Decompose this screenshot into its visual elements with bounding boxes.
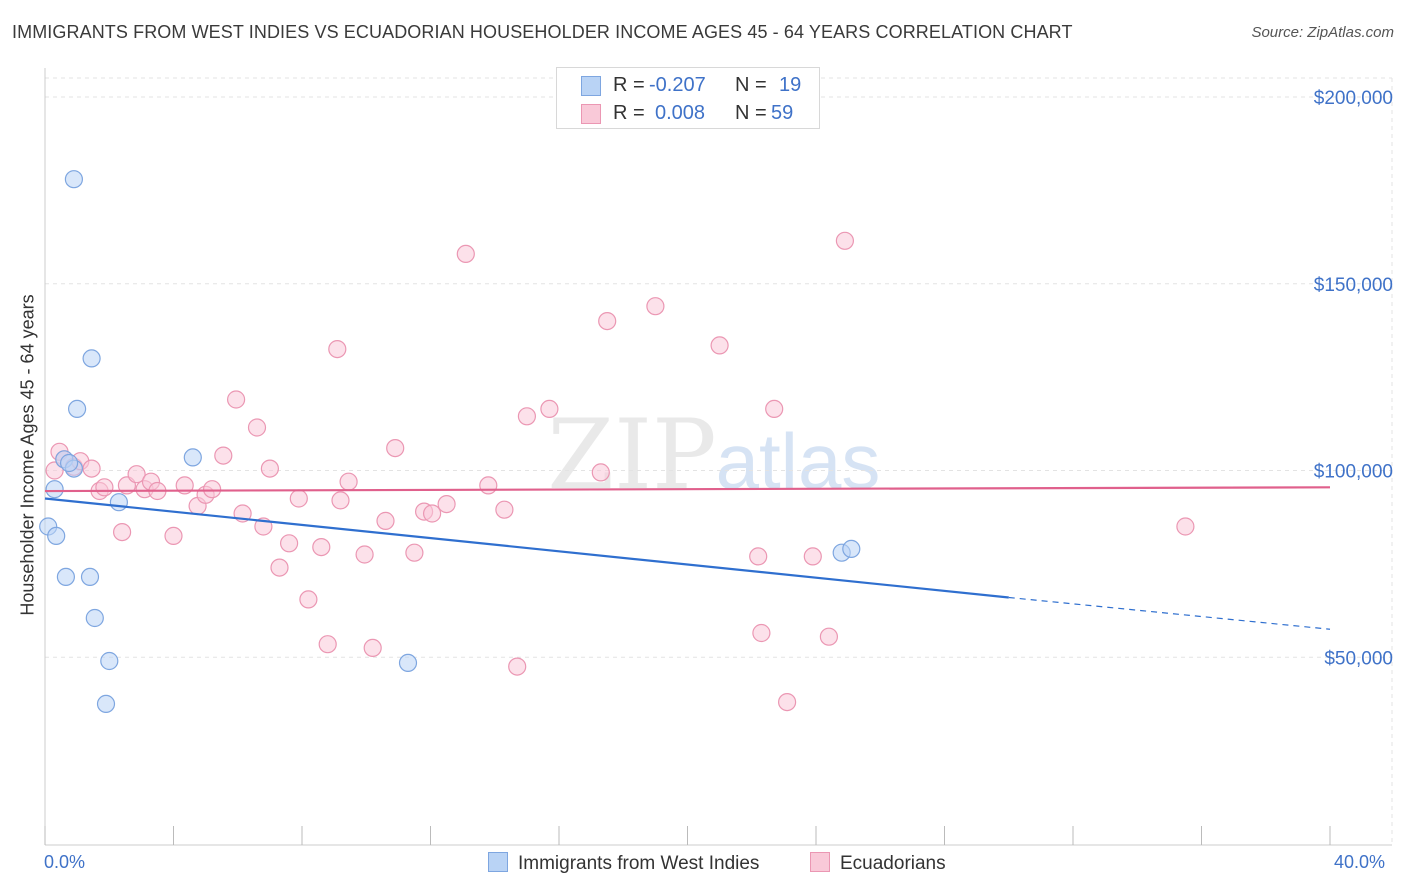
y-tick-label: $100,000: [1314, 462, 1393, 483]
point-ecuadorian: [495, 500, 514, 519]
point-west-indies: [59, 453, 79, 473]
legend-n-value: 19: [779, 74, 802, 96]
point-west-indies: [96, 694, 116, 714]
series-west-indies: [39, 170, 861, 714]
bottom-legend-label: Immigrants from West Indies: [518, 853, 760, 874]
point-ecuadorian: [339, 472, 358, 491]
point-ecuadorian: [423, 504, 442, 523]
point-ecuadorian: [456, 244, 475, 263]
point-ecuadorian: [508, 657, 527, 676]
point-ecuadorian: [331, 491, 350, 510]
point-ecuadorian: [710, 336, 729, 355]
point-ecuadorian: [646, 297, 665, 316]
correlation-legend: R = -0.207 N = 19 R = 0.008 N = 59: [556, 67, 820, 129]
watermark: ZIP atlas: [547, 399, 880, 511]
point-ecuadorian: [376, 511, 395, 531]
point-ecuadorian: [819, 627, 839, 646]
point-ecuadorian: [749, 547, 768, 566]
legend-n-label: N =: [735, 74, 767, 96]
point-ecuadorian: [363, 638, 382, 658]
bottom-legend-swatch-blue: [488, 852, 508, 872]
point-west-indies: [82, 349, 101, 368]
point-ecuadorian: [82, 459, 101, 478]
trend-line-west-indies-extension: [1008, 596, 1331, 630]
point-ecuadorian: [835, 231, 855, 250]
point-ecuadorian: [437, 495, 456, 514]
point-ecuadorian: [328, 340, 347, 359]
y-tick-labels: $50,000 $100,000 $150,000 $200,000: [1314, 88, 1393, 669]
point-ecuadorian: [765, 399, 784, 418]
point-west-indies: [100, 651, 119, 671]
point-ecuadorian: [318, 635, 337, 654]
point-ecuadorian: [164, 526, 183, 546]
point-ecuadorian: [517, 407, 537, 426]
y-tick-label: $150,000: [1314, 275, 1393, 296]
point-ecuadorian: [355, 545, 374, 564]
point-west-indies: [398, 653, 418, 673]
point-ecuadorian: [227, 390, 246, 409]
trend-lines: [44, 486, 1331, 630]
legend-swatch-pink: [581, 104, 601, 124]
bottom-legend-label: Ecuadorians: [840, 853, 946, 874]
series-ecuadorians: [45, 231, 1195, 712]
point-west-indies: [45, 480, 64, 499]
point-ecuadorian: [540, 399, 559, 418]
point-ecuadorian: [777, 692, 797, 712]
point-west-indies: [47, 526, 66, 546]
source-credit: Source: ZipAtlas.com: [1251, 24, 1394, 41]
watermark-zip: ZIP: [547, 399, 716, 511]
bottom-legend-swatch-pink: [810, 852, 830, 872]
point-west-indies: [56, 567, 76, 587]
point-west-indies: [842, 539, 861, 559]
point-ecuadorian: [591, 463, 610, 482]
bottom-legend-ecuadorians: Ecuadorians: [810, 852, 946, 875]
point-ecuadorian: [289, 489, 308, 508]
point-ecuadorian: [214, 446, 233, 465]
point-ecuadorian: [386, 439, 405, 458]
legend-swatch-blue: [581, 76, 601, 96]
point-west-indies: [80, 567, 100, 587]
x-tick-label-min: 0.0%: [44, 852, 86, 872]
point-ecuadorian: [405, 543, 424, 562]
point-west-indies: [109, 493, 129, 512]
point-ecuadorian: [803, 547, 822, 566]
y-axis-title: Householder Income Ages 45 - 64 years: [17, 294, 38, 616]
point-ecuadorian: [95, 478, 114, 497]
point-ecuadorian: [127, 465, 146, 484]
point-ecuadorian: [1176, 517, 1195, 536]
x-tick-label-max: 40.0%: [1334, 852, 1386, 872]
point-ecuadorian: [479, 476, 498, 495]
point-ecuadorian: [752, 623, 771, 643]
legend-n-value: 59: [771, 102, 794, 124]
point-west-indies: [85, 608, 104, 628]
legend-r-label: R =: [613, 74, 645, 96]
trend-line-ecuadorians: [44, 486, 1331, 493]
point-west-indies: [183, 448, 202, 467]
point-ecuadorian: [260, 459, 279, 478]
trend-line-west-indies: [44, 497, 1009, 599]
y-tick-label: $50,000: [1324, 648, 1393, 669]
y-tick-label: $200,000: [1314, 88, 1393, 109]
point-ecuadorian: [247, 418, 267, 437]
point-ecuadorian: [203, 480, 222, 499]
point-west-indies: [67, 399, 87, 418]
point-west-indies: [64, 170, 84, 189]
watermark-atlas: atlas: [716, 417, 881, 505]
bottom-legend-west-indies: Immigrants from West Indies: [488, 852, 759, 875]
point-ecuadorian: [312, 537, 331, 557]
legend-n-label: N =: [735, 102, 767, 124]
axes: [44, 68, 1392, 846]
legend-r-label: R =: [613, 102, 645, 124]
legend-r-value: 0.008: [655, 102, 706, 124]
point-ecuadorian: [280, 534, 299, 553]
legend-r-value: -0.207: [649, 74, 706, 96]
point-ecuadorian: [299, 590, 318, 609]
point-ecuadorian: [270, 558, 289, 577]
point-ecuadorian: [598, 312, 617, 331]
point-ecuadorian: [112, 522, 132, 542]
chart-title: IMMIGRANTS FROM WEST INDIES VS ECUADORIA…: [12, 22, 1073, 42]
